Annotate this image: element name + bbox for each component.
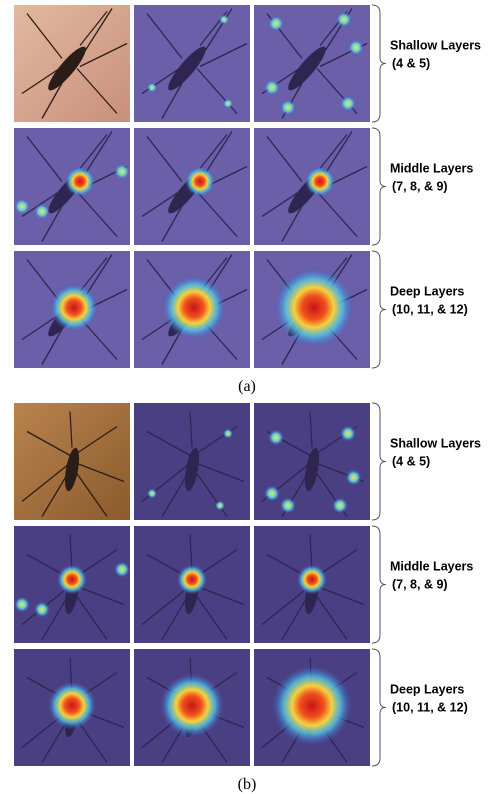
brace	[372, 128, 386, 245]
heat-spot	[215, 501, 225, 511]
figure: Shallow Layers (4 & 5) Middle Layers (7, 8,…	[0, 0, 496, 794]
heat-spot	[160, 674, 224, 738]
group-layers: (7, 8, & 9)	[392, 180, 448, 194]
heat-spot	[280, 498, 296, 514]
image-tile	[134, 251, 250, 368]
heat-spot	[336, 12, 352, 28]
group-layers: (7, 8, & 9)	[392, 578, 448, 592]
heat-spot	[34, 602, 50, 618]
heat-spot	[57, 565, 87, 595]
brace	[372, 5, 386, 122]
image-tile	[254, 649, 370, 766]
heat-spot	[223, 99, 233, 109]
image-tile	[14, 5, 130, 122]
image-tile	[14, 526, 130, 643]
heat-spot	[185, 167, 215, 197]
brace	[372, 526, 386, 643]
heat-spot	[219, 15, 229, 25]
heat-spot	[147, 83, 157, 93]
group-title: Deep Layers	[390, 285, 464, 299]
heat-spot	[346, 470, 362, 486]
image-tile	[134, 403, 250, 520]
heat-spot	[48, 682, 96, 730]
heat-spot	[223, 429, 233, 439]
heat-spot	[297, 565, 327, 595]
image-tile	[14, 403, 130, 520]
group-title: Deep Layers	[390, 683, 464, 697]
heat-spot	[147, 489, 157, 499]
brace	[372, 251, 386, 368]
heat-spot	[14, 199, 30, 215]
group-title: Shallow Layers	[390, 437, 481, 451]
image-tile	[254, 526, 370, 643]
heat-spot	[177, 565, 207, 595]
group-title: Middle Layers	[390, 560, 473, 574]
heat-spot	[14, 597, 30, 613]
heat-spot	[114, 562, 130, 578]
image-tile	[134, 649, 250, 766]
heat-spot	[264, 80, 280, 96]
group-layers: (4 & 5)	[392, 57, 430, 71]
heat-spot	[268, 16, 284, 32]
group-title: Middle Layers	[390, 162, 473, 176]
brace	[372, 403, 386, 520]
image-tile	[254, 251, 370, 368]
heat-spot	[65, 167, 95, 197]
heat-spot	[340, 96, 356, 112]
group-title: Shallow Layers	[390, 39, 481, 53]
image-tile	[134, 5, 250, 122]
image-tile	[134, 526, 250, 643]
heat-spot	[264, 486, 280, 502]
group-layers: (4 & 5)	[392, 455, 430, 469]
image-tile	[14, 128, 130, 245]
panel-caption: (a)	[238, 378, 256, 395]
image-tile	[14, 251, 130, 368]
image-tile	[254, 128, 370, 245]
heat-spot	[274, 268, 354, 348]
heat-spot	[162, 276, 226, 340]
heat-spot	[280, 100, 296, 116]
heat-spot	[268, 430, 284, 446]
image-tile	[254, 403, 370, 520]
panel-caption: (b)	[238, 776, 257, 793]
heat-spot	[114, 164, 130, 180]
heat-spot	[332, 498, 348, 514]
image-tile	[254, 5, 370, 122]
heat-spot	[272, 666, 352, 746]
group-layers: (10, 11, & 12)	[392, 303, 468, 317]
heat-spot	[34, 204, 50, 220]
heat-spot	[50, 284, 98, 332]
heat-spot	[348, 40, 364, 56]
image-tile	[14, 649, 130, 766]
brace	[372, 649, 386, 766]
image-tile	[134, 128, 250, 245]
group-layers: (10, 11, & 12)	[392, 701, 468, 715]
heat-spot	[305, 167, 335, 197]
heat-spot	[340, 426, 356, 442]
